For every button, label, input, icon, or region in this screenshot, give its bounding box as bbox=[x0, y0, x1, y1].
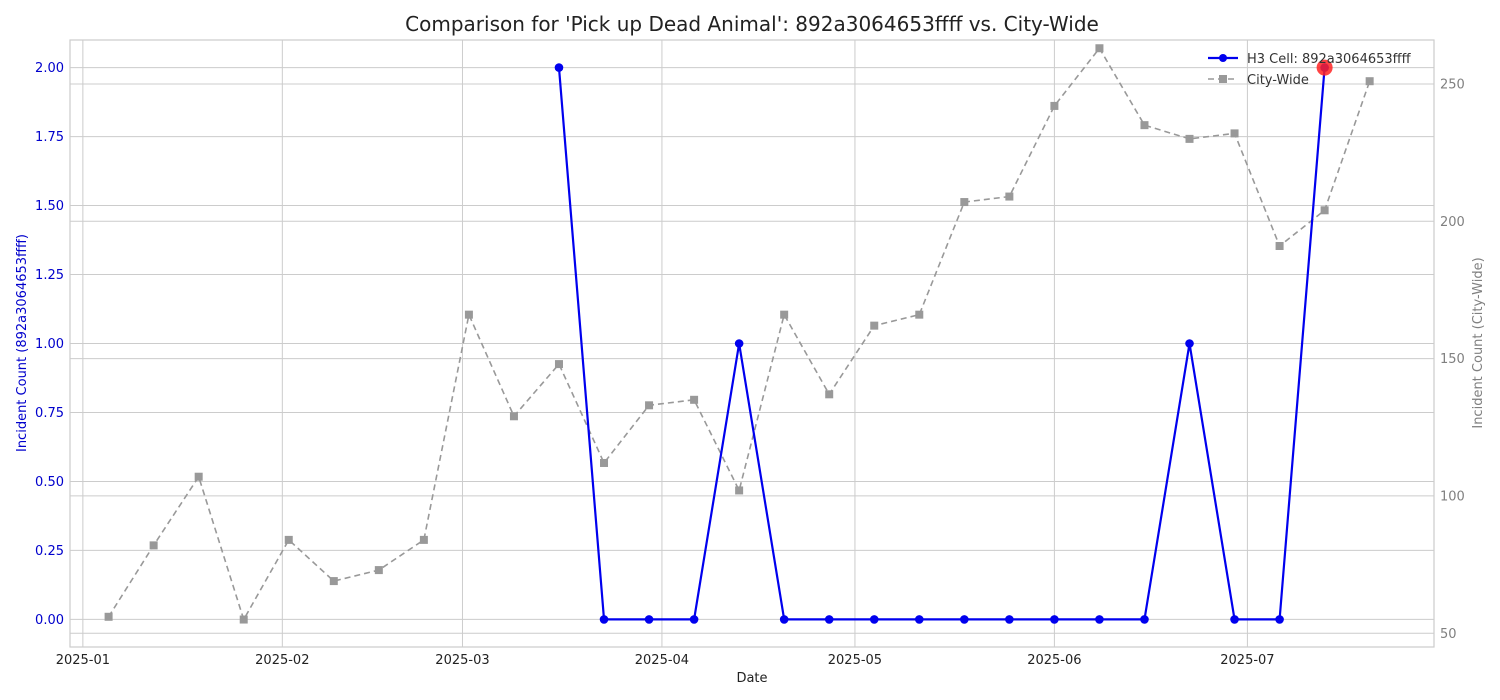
left-y-tick-label: 0.75 bbox=[35, 406, 64, 421]
city-wide-line bbox=[107, 46, 1371, 622]
city-wide-point bbox=[554, 360, 563, 369]
left-y-tick-label: 1.75 bbox=[35, 130, 64, 145]
left-y-axis-label: Incident Count (892a3064653ffff) bbox=[15, 234, 30, 452]
left-y-axis: 0.00 0.25 0.50 0.75 1.00 1.25 1.50 1.75 2.00 bbox=[35, 61, 64, 628]
h3-cell-point bbox=[599, 615, 609, 624]
h3-cell-point bbox=[1005, 615, 1014, 624]
city-wide-point bbox=[509, 412, 518, 421]
city-wide-point bbox=[239, 615, 248, 624]
legend: H3 Cell: 892a3064653ffff City-Wide bbox=[1208, 52, 1412, 88]
plot-frame bbox=[69, 39, 1435, 648]
city-wide-point bbox=[419, 535, 428, 544]
legend-marker-city bbox=[1219, 75, 1227, 83]
h3-cell-point bbox=[1275, 615, 1284, 624]
city-wide-point bbox=[464, 310, 473, 319]
h3-cell-point bbox=[960, 615, 969, 624]
h3-cell-point bbox=[779, 615, 789, 624]
city-wide-point bbox=[960, 198, 969, 207]
right-y-tick-label: 200 bbox=[1440, 215, 1465, 230]
left-y-tick-label: 1.00 bbox=[35, 337, 64, 352]
h3-cell-point bbox=[869, 615, 879, 624]
left-y-tick-label: 2.00 bbox=[35, 61, 64, 76]
city-wide-point bbox=[600, 458, 609, 467]
city-wide-point bbox=[1095, 44, 1104, 53]
left-y-tick-label: 1.50 bbox=[35, 199, 64, 214]
h3-cell-point bbox=[1140, 615, 1149, 624]
city-wide-point bbox=[149, 541, 158, 550]
x-tick-label: 2025-05 bbox=[828, 653, 882, 668]
right-y-tick-label: 50 bbox=[1440, 627, 1457, 642]
h3-cell-line bbox=[557, 67, 1326, 621]
city-wide-point bbox=[780, 310, 789, 319]
city-wide-point bbox=[1185, 134, 1194, 143]
city-wide-point bbox=[194, 472, 203, 481]
highlight-layer bbox=[1316, 59, 1333, 76]
legend-entry-city: City-Wide bbox=[1208, 73, 1309, 88]
city-wide-point bbox=[645, 401, 654, 410]
chart-title: Comparison for 'Pick up Dead Animal': 89… bbox=[405, 12, 1099, 36]
highlight-point bbox=[1316, 59, 1333, 76]
right-y-axis: 50 100 150 200 250 bbox=[1440, 77, 1465, 641]
x-tick-label: 2025-03 bbox=[435, 653, 489, 668]
h3-cell-point bbox=[734, 339, 744, 348]
h3-cell-point bbox=[824, 615, 834, 624]
h3-cell-point bbox=[1230, 615, 1239, 624]
left-y-tick-label: 0.50 bbox=[35, 475, 64, 490]
city-wide-point bbox=[104, 612, 113, 621]
city-wide-point bbox=[915, 310, 924, 319]
h3-cell-point bbox=[914, 615, 924, 624]
x-tick-label: 2025-01 bbox=[56, 653, 110, 668]
legend-entry-h3: H3 Cell: 892a3064653ffff bbox=[1208, 52, 1412, 67]
legend-label-city: City-Wide bbox=[1247, 73, 1309, 88]
city-wide-point bbox=[1230, 129, 1239, 138]
city-wide-point bbox=[1005, 192, 1014, 201]
city-wide-point bbox=[825, 390, 834, 399]
x-tick-label: 2025-07 bbox=[1220, 653, 1274, 668]
h3-cell-point bbox=[1185, 339, 1194, 348]
h3-cell-point bbox=[554, 63, 564, 72]
h3-cell-point bbox=[1095, 615, 1104, 624]
city-wide-point bbox=[284, 535, 293, 544]
right-y-tick-label: 250 bbox=[1440, 77, 1465, 92]
legend-marker-h3 bbox=[1219, 54, 1227, 62]
x-tick-label: 2025-06 bbox=[1027, 653, 1081, 668]
city-wide-point bbox=[1050, 101, 1059, 110]
city-wide-point bbox=[374, 566, 383, 575]
left-y-tick-label: 1.25 bbox=[35, 268, 64, 283]
right-y-tick-label: 150 bbox=[1440, 352, 1465, 367]
city-wide-point bbox=[1140, 121, 1149, 130]
h3-cell-point bbox=[644, 615, 654, 624]
city-wide-point bbox=[329, 577, 338, 586]
city-wide-point bbox=[690, 395, 699, 404]
left-y-tick-label: 0.00 bbox=[35, 613, 64, 628]
city-wide-point bbox=[1320, 206, 1329, 215]
h3-cell-series bbox=[554, 63, 1329, 624]
grid-lines bbox=[70, 40, 1434, 647]
city-wide-point bbox=[1365, 77, 1374, 86]
right-y-tick-label: 100 bbox=[1440, 489, 1465, 504]
x-tick-label: 2025-04 bbox=[635, 653, 689, 668]
left-y-tick-label: 0.25 bbox=[35, 544, 64, 559]
city-wide-point bbox=[1275, 241, 1284, 250]
city-wide-series bbox=[104, 44, 1374, 624]
x-axis: 2025-01 2025-02 2025-03 2025-04 2025-05 2025-… bbox=[56, 653, 1275, 668]
h3-cell-point bbox=[689, 615, 699, 624]
h3-cell-point bbox=[1050, 615, 1059, 624]
right-y-axis-label: Incident Count (City-Wide) bbox=[1471, 257, 1486, 428]
legend-label-h3: H3 Cell: 892a3064653ffff bbox=[1247, 52, 1412, 67]
x-axis-label: Date bbox=[736, 671, 767, 686]
x-tick-label: 2025-02 bbox=[255, 653, 309, 668]
city-wide-point bbox=[870, 321, 879, 330]
city-wide-point bbox=[735, 486, 744, 495]
